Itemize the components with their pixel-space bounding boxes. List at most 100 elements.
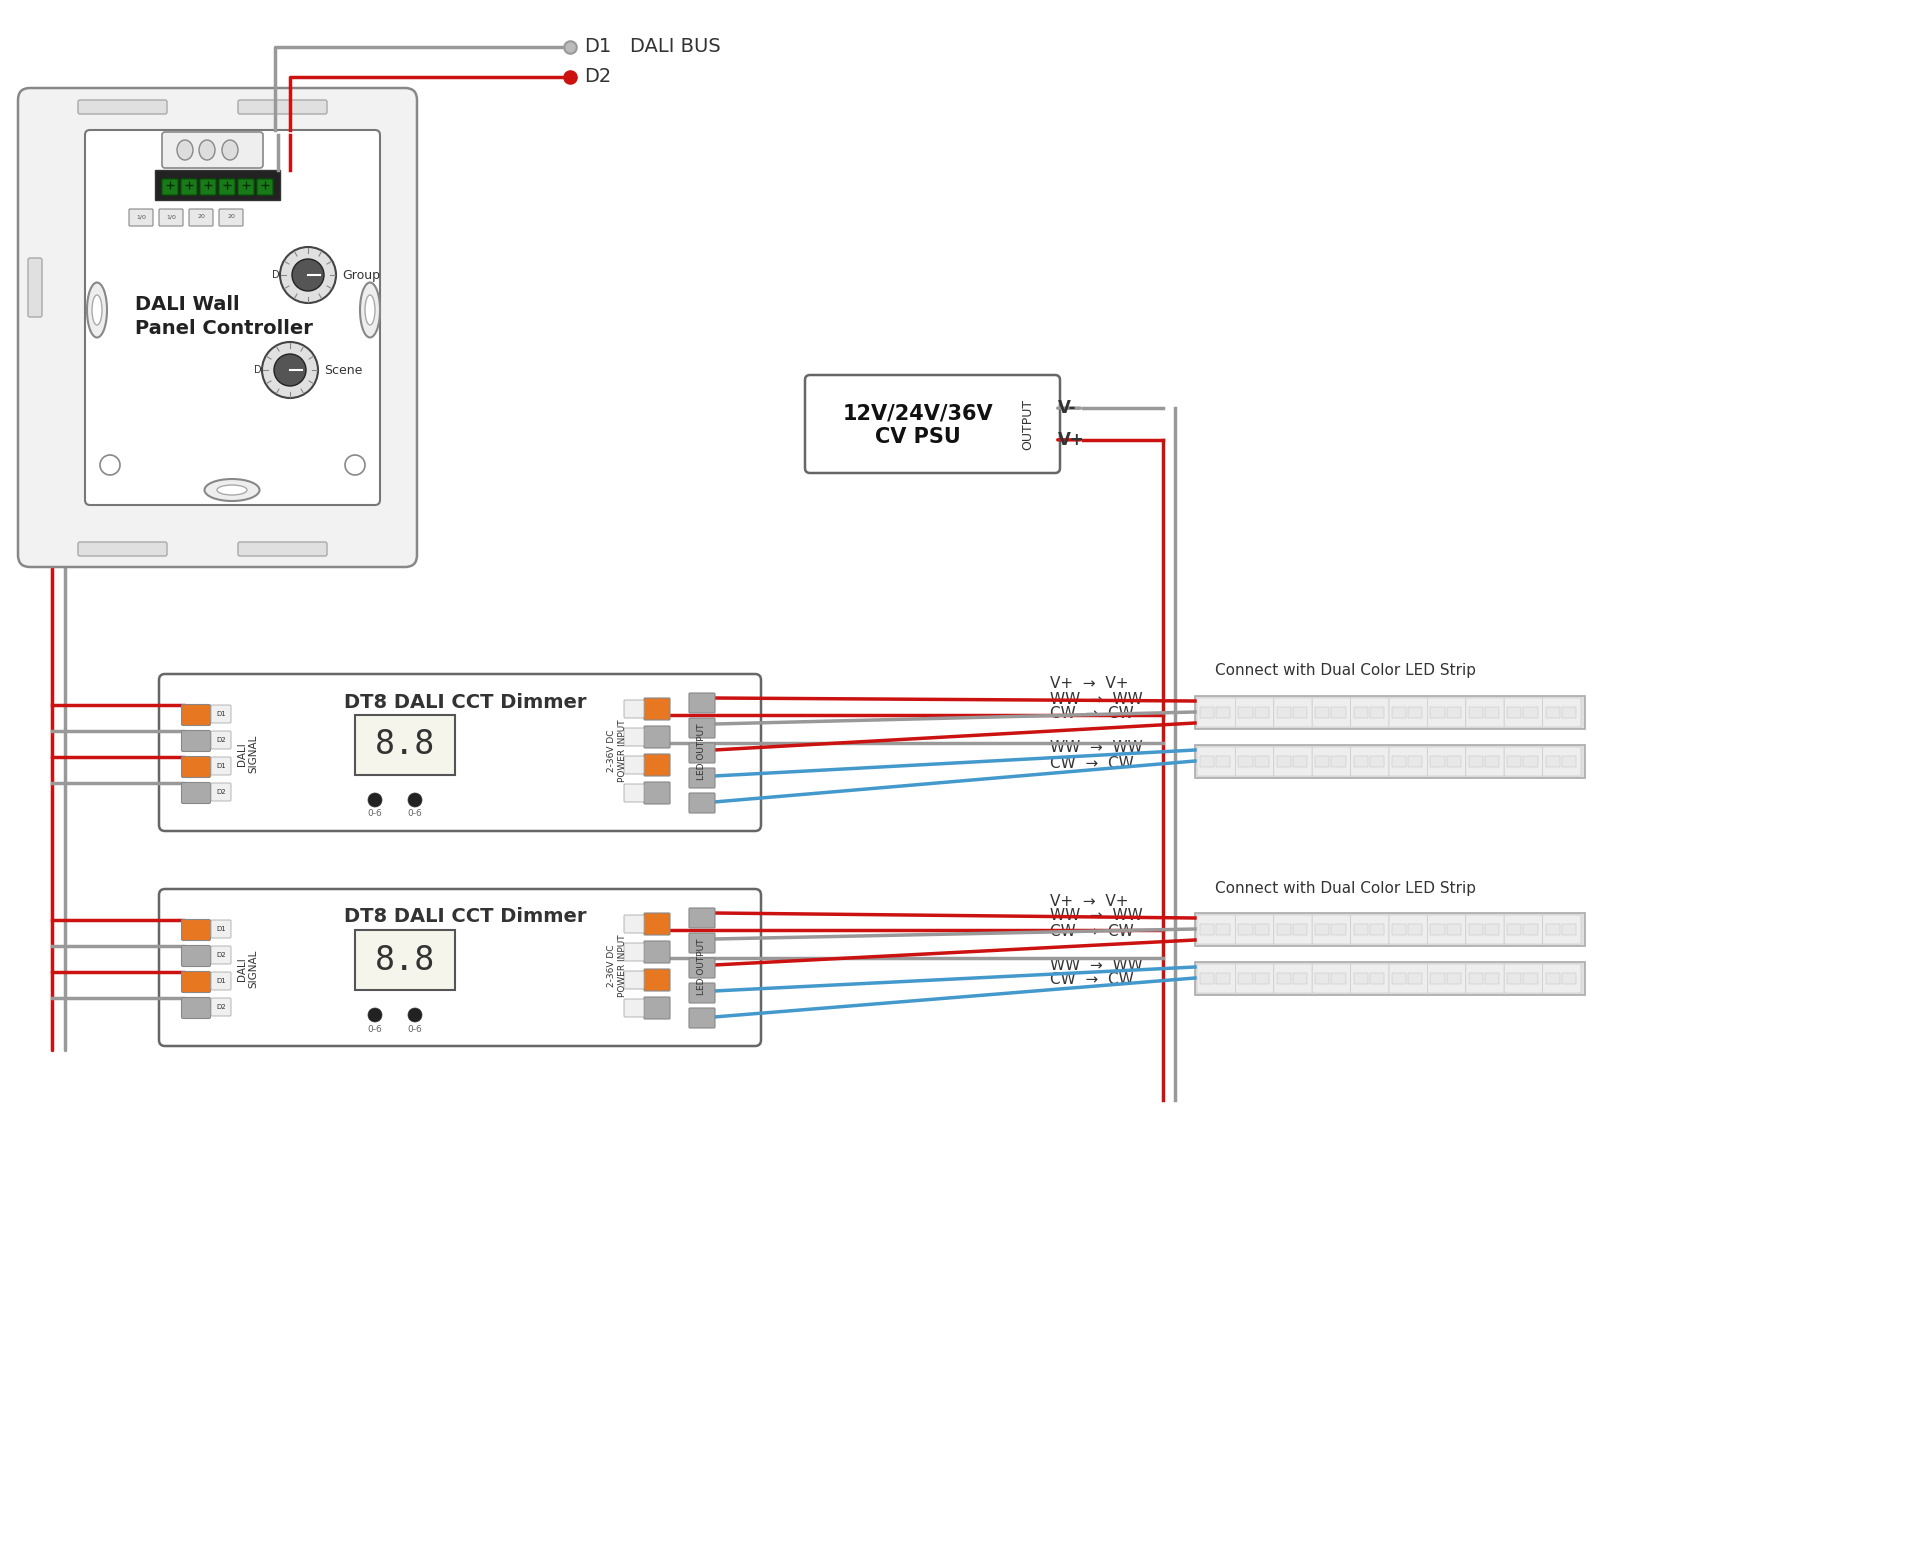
Circle shape [369, 1008, 382, 1021]
FancyBboxPatch shape [643, 727, 670, 748]
Bar [1561, 924, 1576, 935]
FancyBboxPatch shape [689, 934, 714, 954]
FancyBboxPatch shape [1311, 964, 1350, 994]
Bar [1292, 756, 1308, 767]
FancyBboxPatch shape [238, 100, 326, 114]
FancyBboxPatch shape [17, 88, 417, 566]
FancyBboxPatch shape [159, 889, 760, 1046]
FancyBboxPatch shape [1542, 747, 1580, 776]
Bar [1315, 974, 1329, 983]
FancyBboxPatch shape [1465, 697, 1503, 727]
FancyBboxPatch shape [624, 943, 643, 961]
Bar [1392, 974, 1405, 983]
FancyBboxPatch shape [689, 958, 714, 978]
Bar [1392, 707, 1405, 717]
Text: 0-6: 0-6 [367, 810, 382, 818]
FancyBboxPatch shape [1350, 964, 1388, 994]
FancyBboxPatch shape [1503, 697, 1542, 727]
FancyBboxPatch shape [182, 946, 211, 966]
Bar [1194, 696, 1586, 728]
Bar [1484, 756, 1500, 767]
FancyBboxPatch shape [238, 542, 326, 555]
Bar [355, 714, 455, 775]
FancyBboxPatch shape [161, 133, 263, 168]
FancyBboxPatch shape [624, 998, 643, 1017]
Bar [1315, 707, 1329, 717]
FancyBboxPatch shape [84, 130, 380, 505]
Text: CV PSU: CV PSU [876, 427, 960, 447]
FancyBboxPatch shape [1235, 964, 1273, 994]
Text: CW  →  CW: CW → CW [1050, 972, 1133, 988]
Circle shape [369, 793, 382, 807]
Bar [1507, 707, 1521, 717]
Circle shape [407, 793, 422, 807]
Text: 8.8: 8.8 [374, 728, 436, 762]
Bar [1254, 974, 1269, 983]
FancyBboxPatch shape [1273, 697, 1311, 727]
FancyBboxPatch shape [161, 179, 179, 194]
FancyBboxPatch shape [182, 997, 211, 1018]
Text: 1/0: 1/0 [165, 214, 177, 219]
Text: 2-36V DC
POWER INPUT: 2-36V DC POWER INPUT [607, 719, 626, 782]
Bar [1194, 913, 1586, 946]
Ellipse shape [223, 140, 238, 160]
Text: 20: 20 [198, 214, 205, 219]
Bar [1215, 756, 1231, 767]
Bar [156, 170, 280, 201]
FancyBboxPatch shape [180, 179, 198, 194]
FancyBboxPatch shape [257, 179, 273, 194]
Text: CW  →  CW: CW → CW [1050, 756, 1133, 770]
FancyBboxPatch shape [1235, 915, 1273, 944]
Bar [1254, 756, 1269, 767]
Bar [1331, 707, 1346, 717]
Text: CW  →  CW: CW → CW [1050, 707, 1133, 722]
FancyBboxPatch shape [182, 705, 211, 725]
Ellipse shape [205, 478, 259, 501]
Bar [1315, 924, 1329, 935]
Text: D1: D1 [584, 37, 611, 57]
Text: D1: D1 [217, 762, 227, 768]
FancyBboxPatch shape [643, 755, 670, 776]
Text: OUTPUT: OUTPUT [1021, 398, 1035, 449]
Bar [1446, 756, 1461, 767]
Text: V+: V+ [1058, 430, 1085, 449]
FancyBboxPatch shape [79, 542, 167, 555]
Ellipse shape [365, 295, 374, 326]
FancyBboxPatch shape [689, 768, 714, 788]
FancyBboxPatch shape [211, 920, 230, 938]
Text: 0-6: 0-6 [407, 810, 422, 818]
FancyBboxPatch shape [182, 756, 211, 778]
Bar [1430, 756, 1444, 767]
Ellipse shape [361, 282, 380, 338]
FancyBboxPatch shape [1311, 747, 1350, 776]
Text: Group: Group [342, 268, 380, 281]
FancyBboxPatch shape [1465, 747, 1503, 776]
FancyBboxPatch shape [211, 972, 230, 991]
FancyBboxPatch shape [1273, 915, 1311, 944]
FancyBboxPatch shape [624, 784, 643, 802]
FancyBboxPatch shape [1350, 915, 1388, 944]
FancyBboxPatch shape [1350, 747, 1388, 776]
Bar [1369, 924, 1384, 935]
Bar [1507, 756, 1521, 767]
FancyBboxPatch shape [211, 705, 230, 724]
Text: D2: D2 [217, 788, 227, 795]
Bar [1292, 924, 1308, 935]
Bar [1523, 707, 1538, 717]
FancyBboxPatch shape [1311, 915, 1350, 944]
FancyBboxPatch shape [689, 1008, 714, 1028]
FancyBboxPatch shape [1542, 964, 1580, 994]
Bar [1523, 756, 1538, 767]
Bar [1523, 974, 1538, 983]
Text: 1/0: 1/0 [136, 214, 146, 219]
Text: DALI
SIGNAL: DALI SIGNAL [238, 734, 259, 773]
FancyBboxPatch shape [1196, 697, 1235, 727]
FancyBboxPatch shape [1427, 697, 1465, 727]
Circle shape [261, 343, 319, 398]
FancyBboxPatch shape [29, 258, 42, 316]
Bar [1200, 756, 1213, 767]
FancyBboxPatch shape [624, 915, 643, 934]
Bar [1484, 974, 1500, 983]
Text: V-: V- [1058, 400, 1077, 417]
Circle shape [346, 455, 365, 475]
